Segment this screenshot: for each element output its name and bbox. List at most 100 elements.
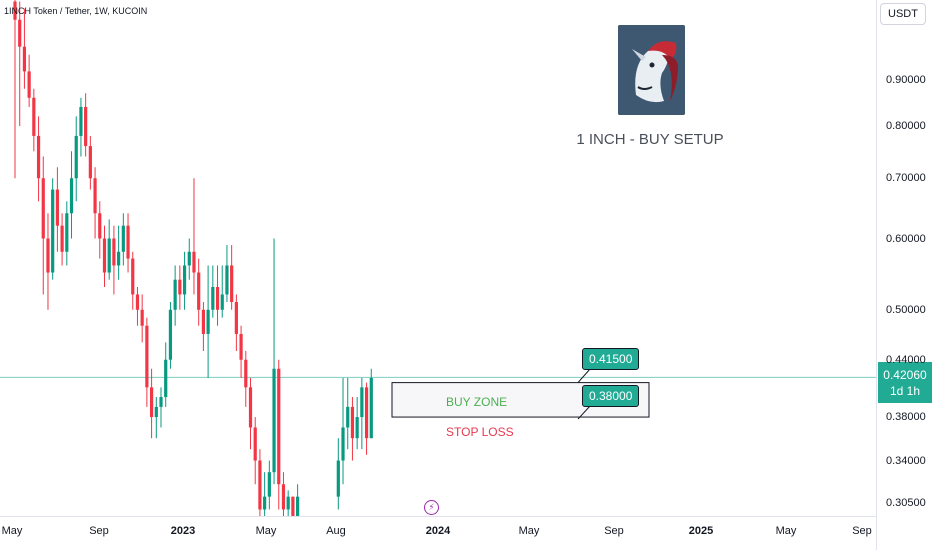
time-tick-label: May bbox=[255, 525, 277, 537]
candle-body[interactable] bbox=[277, 368, 281, 485]
candle-body[interactable] bbox=[46, 238, 50, 273]
price-tick-label: 0.90000 bbox=[886, 74, 926, 86]
candle-body[interactable] bbox=[74, 135, 78, 179]
candle-body[interactable] bbox=[60, 225, 64, 252]
candle-body[interactable] bbox=[32, 97, 36, 136]
candle-body[interactable] bbox=[145, 325, 149, 388]
price-tick-label: 0.44000 bbox=[886, 353, 926, 366]
price-tick-label: 0.50000 bbox=[886, 303, 926, 316]
candle-body[interactable] bbox=[263, 496, 267, 510]
candle-body[interactable] bbox=[258, 460, 262, 510]
candle-body[interactable] bbox=[173, 279, 177, 310]
candles bbox=[13, 0, 373, 523]
candle-body[interactable] bbox=[197, 272, 201, 310]
candle-body[interactable] bbox=[350, 406, 355, 439]
time-tick-label: Aug bbox=[326, 525, 346, 537]
candle-body[interactable] bbox=[248, 387, 253, 428]
time-tick-label: 2023 bbox=[170, 525, 196, 537]
candle-body[interactable] bbox=[121, 225, 125, 252]
candle-body[interactable] bbox=[22, 46, 27, 72]
candle-body[interactable] bbox=[135, 294, 140, 310]
price-tick-label: 0.70000 bbox=[886, 172, 926, 185]
time-tick-label: May bbox=[775, 525, 797, 537]
candle-body[interactable] bbox=[360, 387, 364, 418]
unicorn-logo-icon bbox=[618, 25, 685, 115]
candle-body[interactable] bbox=[88, 146, 92, 179]
candle-body[interactable] bbox=[13, 1, 17, 20]
candle-body[interactable] bbox=[117, 251, 121, 266]
setup-title: 1 INCH - BUY SETUP bbox=[576, 131, 724, 148]
price-tick-label: 0.80000 bbox=[886, 120, 926, 133]
candle-body[interactable] bbox=[369, 377, 373, 439]
upper-price-tag[interactable]: 0.41500 bbox=[582, 348, 640, 370]
lightning-icon[interactable]: ⚡ bbox=[424, 500, 439, 515]
candle-body[interactable] bbox=[234, 302, 238, 334]
symbol-legend[interactable]: 1INCH Token / Tether, 1W, KUCOIN bbox=[4, 6, 148, 16]
candle-body[interactable] bbox=[41, 178, 45, 239]
candle-body[interactable] bbox=[140, 309, 144, 326]
candle-body[interactable] bbox=[18, 19, 22, 47]
candle-body[interactable] bbox=[355, 417, 359, 439]
candle-body[interactable] bbox=[69, 178, 74, 214]
price-tick-label: 0.38000 bbox=[886, 411, 926, 424]
candle-body[interactable] bbox=[178, 279, 182, 295]
candle-body[interactable] bbox=[215, 286, 220, 310]
time-tick-label: Sep bbox=[89, 525, 109, 537]
candle-body[interactable] bbox=[149, 387, 154, 418]
candle-body[interactable] bbox=[201, 309, 205, 334]
bar-countdown: 1d 1h bbox=[889, 383, 921, 398]
time-tick-label: 2025 bbox=[688, 525, 714, 537]
price-tick-label: 0.60000 bbox=[886, 232, 926, 245]
candle-body[interactable] bbox=[291, 496, 295, 523]
currency-button[interactable]: USDT bbox=[880, 3, 926, 25]
candle-body[interactable] bbox=[27, 71, 31, 98]
candle-body[interactable] bbox=[286, 496, 290, 510]
candle-body[interactable] bbox=[206, 309, 210, 334]
candle-body[interactable] bbox=[112, 238, 116, 266]
candle-body[interactable] bbox=[98, 213, 102, 239]
time-tick-label: May bbox=[1, 525, 23, 537]
candle-body[interactable] bbox=[187, 251, 191, 266]
price-tick-label: 0.34000 bbox=[886, 454, 926, 467]
candle-body[interactable] bbox=[93, 178, 97, 214]
candle-body[interactable] bbox=[281, 484, 286, 510]
candle-body[interactable] bbox=[79, 106, 83, 136]
candle-body[interactable] bbox=[364, 387, 369, 439]
candle-body[interactable] bbox=[102, 238, 107, 273]
candle-body[interactable] bbox=[341, 427, 345, 461]
candle-body[interactable] bbox=[225, 265, 229, 295]
candle-body[interactable] bbox=[154, 406, 158, 418]
candle-body[interactable] bbox=[36, 135, 41, 179]
time-tick-label: 2024 bbox=[425, 525, 451, 537]
candle-body[interactable] bbox=[107, 238, 111, 273]
upper-tag-connector bbox=[577, 368, 591, 383]
candle-body[interactable] bbox=[126, 225, 130, 259]
price-tick-label: 0.30500 bbox=[886, 497, 926, 509]
candle-body[interactable] bbox=[65, 213, 69, 252]
candle-body[interactable] bbox=[267, 472, 271, 497]
candle-body[interactable] bbox=[84, 106, 88, 147]
candle-body[interactable] bbox=[168, 309, 173, 360]
candle-body[interactable] bbox=[296, 496, 300, 523]
stop-loss-label: STOP LOSS bbox=[446, 425, 514, 439]
candle-body[interactable] bbox=[220, 294, 224, 310]
time-tick-label: Sep bbox=[852, 525, 872, 537]
candle-body[interactable] bbox=[230, 265, 234, 303]
candle-body[interactable] bbox=[253, 427, 257, 461]
candle-body[interactable] bbox=[336, 460, 340, 497]
buy-zone-label: BUY ZONE bbox=[446, 395, 508, 409]
candle-body[interactable] bbox=[192, 251, 196, 273]
candle-body[interactable] bbox=[55, 189, 59, 226]
candle-body[interactable] bbox=[272, 368, 276, 473]
candle-body[interactable] bbox=[346, 406, 350, 428]
candle-body[interactable] bbox=[182, 265, 187, 295]
candle-body[interactable] bbox=[51, 189, 55, 273]
candle-body[interactable] bbox=[131, 258, 135, 295]
candle-body[interactable] bbox=[159, 397, 163, 407]
candle-body[interactable] bbox=[239, 333, 243, 360]
lower-price-tag[interactable]: 0.38000 bbox=[582, 385, 640, 407]
candle-body[interactable] bbox=[164, 359, 168, 398]
candle-body[interactable] bbox=[211, 286, 215, 310]
candle-body[interactable] bbox=[244, 359, 248, 388]
